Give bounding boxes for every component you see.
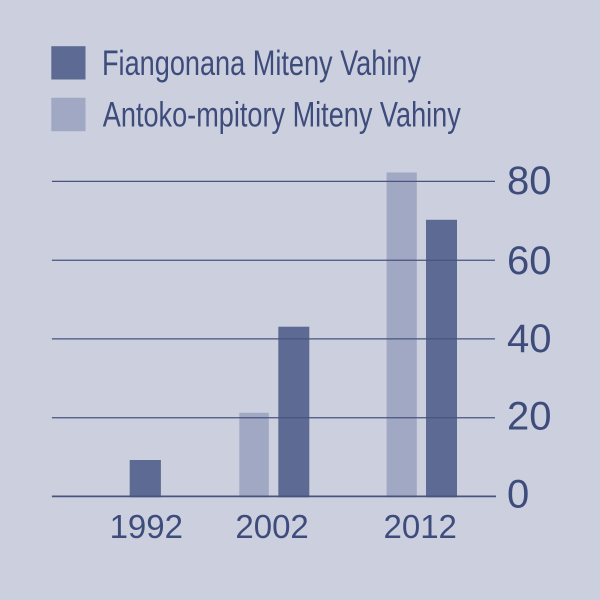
svg-text:60: 60 [507, 239, 552, 283]
svg-text:80: 80 [507, 159, 552, 203]
svg-text:1992: 1992 [110, 508, 183, 545]
svg-text:Antoko-mpitory Miteny Vahiny: Antoko-mpitory Miteny Vahiny [103, 95, 461, 134]
svg-text:2002: 2002 [235, 508, 308, 545]
svg-text:40: 40 [507, 317, 552, 361]
svg-text:20: 20 [507, 395, 552, 439]
svg-text:Fiangonana Miteny Vahiny: Fiangonana Miteny Vahiny [102, 44, 421, 83]
svg-text:2012: 2012 [383, 508, 456, 545]
svg-text:0: 0 [507, 473, 529, 517]
